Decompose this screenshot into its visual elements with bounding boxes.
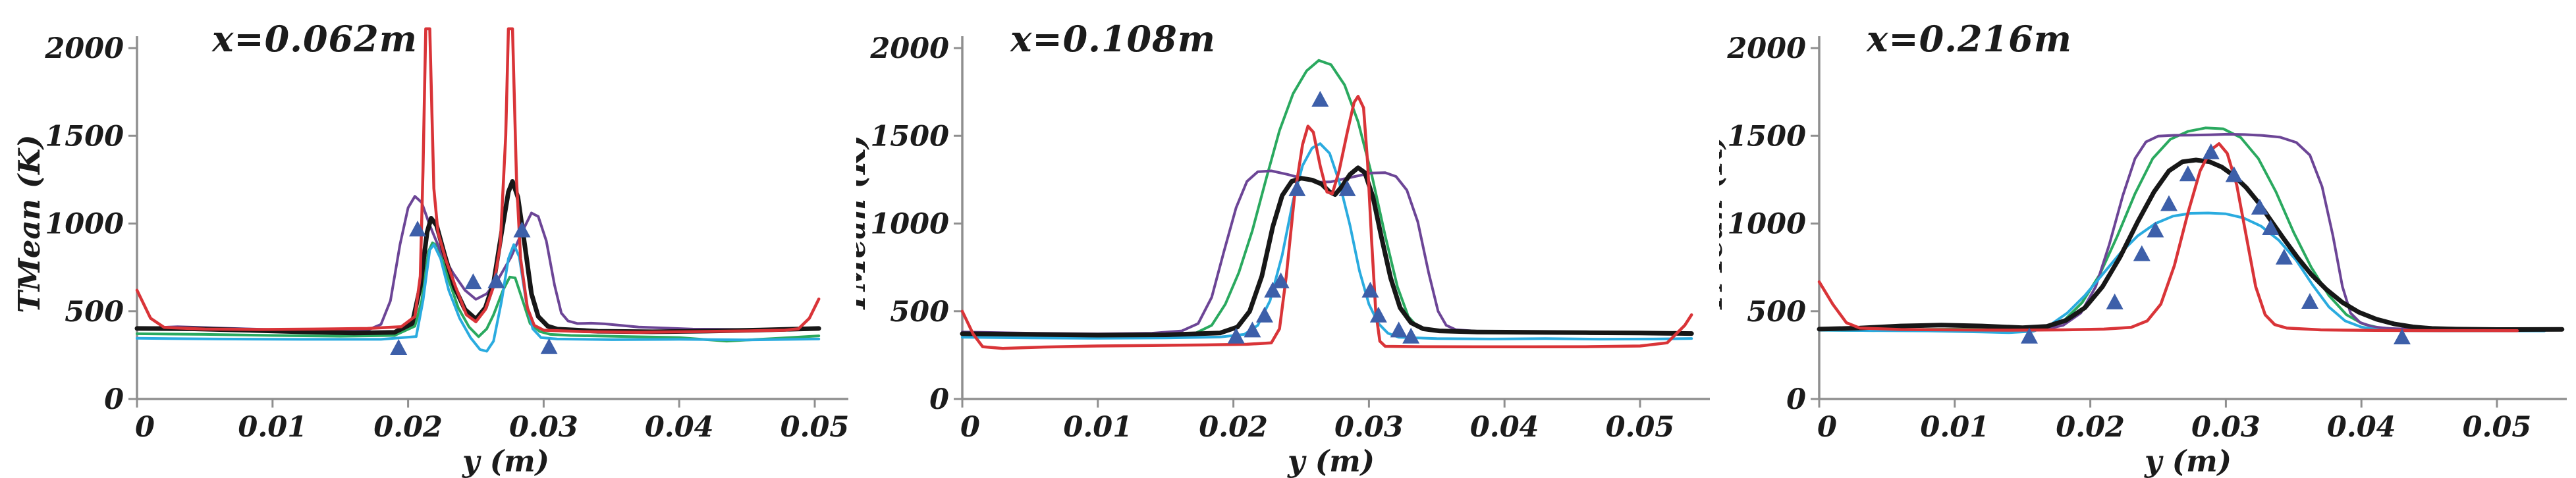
series-black-line <box>960 165 1694 338</box>
x-tick-label: 0.05 <box>781 411 850 444</box>
triangle-marker <box>2301 292 2318 309</box>
y-tick-label: 2000 <box>869 32 949 65</box>
series-purple-line <box>136 195 821 332</box>
triangle-marker <box>1369 306 1387 323</box>
triangle-marker <box>540 338 558 354</box>
x-tick-label: 0.02 <box>2056 411 2125 444</box>
triangle-marker <box>2262 219 2280 236</box>
series-black-line <box>134 179 821 336</box>
x-tick-label: 0.05 <box>1606 411 1675 444</box>
triangle-marker <box>1255 306 1273 323</box>
triangle-marker <box>1288 180 1306 196</box>
triangle-marker <box>1361 281 1379 298</box>
triangle-marker <box>1338 180 1356 196</box>
chart-title: x=0.108m <box>1010 18 1216 60</box>
triangle-marker <box>1227 327 1245 344</box>
chart-panel-2: 0 500 1000 1500 2000 0 0.01 0.02 0.03 0.04 0.05 TMe… <box>856 0 1719 478</box>
x-tick-label: 0 <box>135 411 155 444</box>
series-cyan-line <box>136 243 821 353</box>
x-axis-title: y (m) <box>2144 444 2232 478</box>
chart-panel-3: 0 500 1000 1500 2000 0 0.01 0.02 0.03 0.04 0.05 TMe… <box>1719 0 2576 478</box>
triangle-marker <box>2133 245 2151 261</box>
y-tick-label: 500 <box>65 296 124 329</box>
triangle-marker <box>1272 272 1290 288</box>
y-tick-label: 500 <box>890 296 949 329</box>
series-red-line <box>1817 142 2519 332</box>
y-axis-title: TMean (K) <box>856 134 872 313</box>
y-tick-label: 2000 <box>44 32 124 65</box>
triangle-marker <box>487 272 505 288</box>
x-tick-label: 0.05 <box>2463 411 2532 444</box>
y-tick-label: 2000 <box>1726 32 1806 65</box>
y-axis-title: TMean (K) <box>1719 134 1729 313</box>
y-tick-label: 0 <box>104 383 124 416</box>
y-tick-label: 1000 <box>45 208 124 241</box>
x-tick-label: 0.01 <box>1063 411 1132 444</box>
triangle-marker <box>1244 321 1261 338</box>
x-tick-label: 0.02 <box>1199 411 1268 444</box>
series-cyan-line <box>961 142 1693 341</box>
triangle-marker <box>409 221 427 237</box>
chart-canvas-1: 0 500 1000 1500 2000 0 0.01 0.02 0.03 0.04 0.05 TMe… <box>12 18 850 478</box>
series-purple-line <box>1818 132 2563 333</box>
chart-title: x=0.216m <box>1866 18 2072 60</box>
triangle-marker <box>2225 166 2243 182</box>
triangle-marker <box>2179 165 2197 182</box>
triangle-marker <box>2202 143 2220 159</box>
series-black-line <box>1817 157 2565 332</box>
triangle-marker <box>2275 248 2293 265</box>
x-axis-title: y (m) <box>1287 444 1375 478</box>
y-tick-label: 0 <box>1786 383 1806 416</box>
x-tick-label: 0 <box>1817 411 1837 444</box>
y-tick-label: 1500 <box>870 120 949 153</box>
y-tick-label: 1000 <box>870 208 949 241</box>
chart-canvas-3: 0 500 1000 1500 2000 0 0.01 0.02 0.03 0.04 0.05 TMe… <box>1719 18 2567 478</box>
x-tick-label: 0.04 <box>2327 411 2396 444</box>
x-tick-label: 0.03 <box>509 411 578 444</box>
x-tick-label: 0.02 <box>373 411 443 444</box>
y-tick-label: 0 <box>929 383 949 416</box>
chart-title: x=0.062m <box>211 18 418 60</box>
chart-panel-1: 0 500 1000 1500 2000 0 0.01 0.02 0.03 0.04 0.05 TMe… <box>0 0 856 478</box>
series-green-line <box>1818 126 2563 332</box>
series-green-line <box>136 241 821 343</box>
x-tick-label: 0 <box>960 411 980 444</box>
triangle-marker <box>1402 327 1420 344</box>
series-purple-line <box>961 169 1693 336</box>
triangle-marker <box>1390 321 1408 338</box>
y-axis-title: TMean (K) <box>12 134 47 313</box>
triangle-marker <box>2393 329 2411 345</box>
x-axis-title: y (m) <box>462 444 549 478</box>
triangle-marker <box>1311 90 1329 107</box>
x-tick-label: 0.04 <box>1470 411 1539 444</box>
y-tick-label: 1000 <box>1727 208 1806 241</box>
y-tick-label: 500 <box>1747 296 1806 329</box>
triangle-marker <box>2251 198 2268 215</box>
triangle-marker <box>2147 221 2164 238</box>
triangle-marker <box>2106 293 2124 309</box>
x-tick-label: 0.03 <box>2191 411 2261 444</box>
triangle-marker <box>2160 195 2178 211</box>
x-tick-label: 0.01 <box>1920 411 1989 444</box>
x-tick-label: 0.03 <box>1334 411 1404 444</box>
x-tick-label: 0.01 <box>238 411 307 444</box>
series-red-line <box>960 95 1693 350</box>
series-red-line <box>135 27 821 334</box>
triangle-marker <box>390 339 408 356</box>
series-green-line <box>961 59 1693 337</box>
y-tick-label: 1500 <box>1727 120 1806 153</box>
chart-canvas-2: 0 500 1000 1500 2000 0 0.01 0.02 0.03 0.04 0.05 TMe… <box>856 18 1710 478</box>
triangle-marker <box>464 273 482 290</box>
x-tick-label: 0.04 <box>645 411 714 444</box>
triangle-marker <box>2020 327 2038 344</box>
y-tick-label: 1500 <box>45 120 124 153</box>
triangle-marker <box>1264 281 1282 298</box>
triangle-marker <box>513 221 531 238</box>
